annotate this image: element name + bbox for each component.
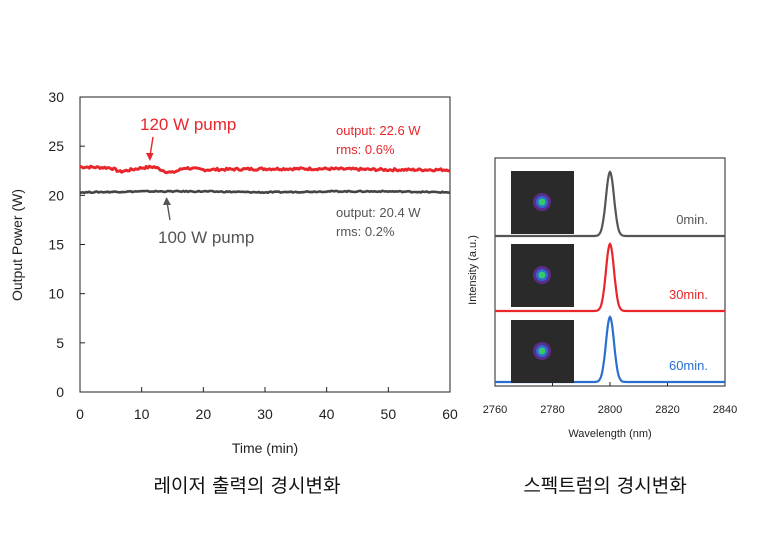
spectrum-caption: 스펙트럼의 경시변화 [523,475,686,497]
spectrum-label-0min: 0min. [676,212,708,227]
spectrum-label-60min: 60min. [669,358,708,373]
spectrum-x-tick-label: 2800 [598,404,622,416]
power-caption: 레이저 출력의 경시변화 [154,475,341,497]
power-x-tick-label: 0 [76,406,84,422]
power-series-line-120w [79,164,451,175]
power-series [79,164,451,195]
power-x-tick-label: 10 [134,406,150,422]
spectrum-label-30min: 30min. [669,287,708,302]
spectrum-x-tick-label: 2840 [713,404,737,416]
power-y-tick-label: 15 [48,237,64,253]
pump-label-120w: 120 W pump [140,115,236,134]
power-x-axis-label: Time (min) [232,440,298,456]
pump-label-100w: 100 W pump [158,228,254,247]
spectrum-x-tick-label: 2820 [655,404,679,416]
power-y-tick-label: 10 [48,286,64,302]
beam-profile-30min [511,244,574,307]
power-x-tick-label: 50 [381,406,397,422]
rms-label-100w: rms: 0.2% [336,224,395,239]
spectrum-line-0min [495,170,725,238]
power-y-tick-label: 5 [56,335,64,351]
spectrum-chart: 2760 2780 2800 2820 2840 Wavelength (nm) Int… [467,157,737,497]
power-y-tick-label: 30 [48,89,64,105]
spectrum-y-axis-label: Intensity (a.u.) [467,235,479,305]
power-x-tick-label: 30 [257,406,273,422]
power-x-tick-label: 60 [442,406,458,422]
power-y-axis-label: Output Power (W) [9,189,25,301]
rms-label-120w: rms: 0.6% [336,142,395,157]
power-x-ticks: 0 10 20 30 40 50 60 [76,387,458,422]
beam-profile-0min [511,171,574,234]
power-x-tick-label: 20 [196,406,212,422]
power-y-tick-label: 20 [48,187,64,203]
spectrum-line-30min [495,241,725,313]
power-x-tick-label: 40 [319,406,335,422]
arrow-120w [146,136,154,161]
power-chart: 0 5 10 15 20 25 30 0 10 20 30 40 50 60 Time (min) Ou… [9,89,458,497]
beam-profile-60min [511,320,574,383]
power-y-tick-label: 0 [56,384,64,400]
spectrum-x-axis-label: Wavelength (nm) [568,428,651,440]
spectrum-x-tick-label: 2780 [540,404,564,416]
arrow-100w [163,197,171,221]
power-y-ticks: 0 5 10 15 20 25 30 [48,89,85,400]
output-label-100w: output: 20.4 W [336,205,421,220]
power-series-line-100w [79,189,451,195]
spectrum-x-ticks: 2760 2780 2800 2820 2840 [483,382,737,416]
output-label-120w: output: 22.6 W [336,123,421,138]
power-y-tick-label: 25 [48,138,64,154]
spectrum-x-tick-label: 2760 [483,404,507,416]
